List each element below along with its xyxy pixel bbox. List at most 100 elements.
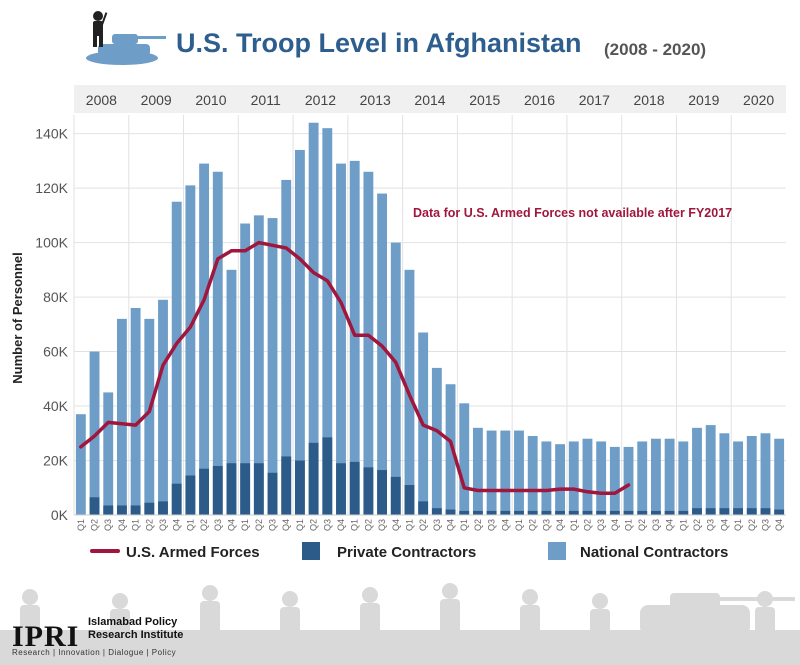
soldier-tank-icon	[86, 11, 166, 65]
national-contractors-bar	[692, 427, 702, 515]
private-contractors-bar	[390, 476, 401, 515]
national-contractors-bar	[445, 384, 456, 515]
footer	[0, 575, 800, 665]
private-contractors-bar	[267, 472, 278, 515]
quarter-label: Q4	[336, 519, 346, 531]
y-tick-label: 100K	[35, 235, 68, 251]
national-contractors-bar	[774, 438, 785, 515]
quarter-label: Q3	[103, 519, 113, 531]
year-band-bg	[74, 85, 786, 113]
private-contractors-bar	[541, 510, 552, 515]
year-label: 2017	[579, 92, 610, 108]
national-contractors-bar	[336, 163, 346, 515]
quarter-label: Q3	[322, 519, 332, 531]
quarter-label: Q4	[774, 519, 784, 531]
national-contractors-bar	[650, 438, 661, 515]
national-contractors-bar	[171, 201, 182, 516]
national-contractors-bar	[130, 307, 141, 515]
private-contractors-bar	[555, 510, 566, 515]
private-contractors-bar	[336, 463, 346, 515]
national-contractors-bar	[431, 367, 442, 515]
quarter-label: Q4	[610, 519, 620, 531]
private-contractors-bar	[226, 463, 237, 515]
national-contractors-bar	[240, 223, 251, 515]
national-contractors-bar	[281, 179, 292, 515]
us-armed-forces-line	[79, 240, 631, 495]
private-contractors-bar	[308, 442, 319, 515]
private-contractors-bar	[596, 510, 607, 515]
private-contractors-bar	[212, 465, 223, 515]
y-tick-label: 140K	[35, 126, 68, 142]
private-contractors-bar	[185, 475, 196, 515]
national-contractors-bar	[582, 438, 593, 515]
quarter-label: Q1	[240, 519, 250, 531]
private-contractors-bar	[746, 508, 757, 515]
troop-level-chart: 2008 2009 2010 2011 2012 2013 2014 2015 2016 2017…	[10, 85, 786, 561]
private-contractors-bar	[281, 456, 292, 515]
private-contractors-bar	[294, 460, 305, 515]
quarter-label: Q4	[665, 519, 675, 531]
private-contractors-bar	[650, 510, 661, 515]
y-tick-label: 120K	[35, 180, 68, 196]
national-contractors-bar	[541, 441, 552, 515]
national-contractors-bar	[609, 446, 620, 515]
national-contractors-bar	[158, 299, 168, 515]
private-contractors-bar	[637, 510, 648, 515]
soldier-silhouette-banner	[0, 583, 800, 665]
national-contractors-bar	[705, 425, 716, 515]
national-contractors-bar	[623, 446, 634, 515]
year-label: 2011	[251, 92, 281, 108]
private-contractors-bar	[568, 510, 579, 515]
legend-label-private: Private Contractors	[337, 544, 476, 561]
y-tick-label: 0K	[51, 507, 69, 523]
national-contractors-bar	[226, 269, 237, 515]
quarter-label: Q2	[582, 519, 592, 531]
private-contractors-bar	[527, 510, 538, 515]
logo-line-2: Research Institute	[88, 629, 184, 641]
line-layer	[79, 240, 631, 495]
national-contractors-bar	[568, 441, 579, 515]
page-title: U.S. Troop Level in Afghanistan	[176, 28, 582, 58]
quarter-label: Q2	[692, 519, 702, 531]
national-contractors-bar	[678, 441, 689, 515]
private-contractors-bar	[171, 483, 182, 515]
y-tick-label: 80K	[43, 289, 69, 305]
private-contractors-bar	[582, 510, 593, 515]
year-label: 2016	[524, 92, 555, 108]
year-header-band: 2008 2009 2010 2011 2012 2013 2014 2015 2016 2017…	[74, 85, 786, 113]
quarter-label: Q3	[706, 519, 716, 531]
logo-tagline: Research | Innovation | Dialogue | Polic…	[12, 648, 177, 657]
quarter-label: Q4	[719, 519, 729, 531]
national-contractors-bar	[294, 149, 305, 515]
year-label: 2015	[469, 92, 500, 108]
private-contractors-bar	[514, 510, 524, 515]
private-contractors-bar	[733, 508, 744, 515]
private-contractors-bar	[130, 505, 141, 515]
legend-swatch-national	[548, 542, 566, 560]
quarter-label: Q1	[459, 519, 469, 531]
private-contractors-bar	[240, 463, 251, 515]
quarter-label: Q1	[350, 519, 360, 531]
national-contractors-bar	[486, 430, 497, 515]
quarter-label: Q3	[377, 519, 387, 531]
national-contractors-bar	[637, 441, 648, 515]
national-contractors-bar	[185, 185, 196, 515]
quarter-label: Q4	[555, 519, 565, 531]
quarter-label: Q1	[569, 519, 579, 531]
quarter-label: Q3	[268, 519, 278, 531]
national-contractors-bar	[267, 218, 278, 515]
logo-line-1: Islamabad Policy	[88, 616, 178, 628]
legend-swatch-private	[302, 542, 320, 560]
quarter-label: Q4	[281, 519, 291, 531]
quarter-label: Q4	[500, 519, 510, 531]
private-contractors-bar	[609, 510, 620, 515]
year-label: 2014	[414, 92, 445, 108]
private-contractors-bar	[774, 509, 785, 515]
private-contractors-bar	[103, 505, 114, 515]
quarter-label: Q1	[624, 519, 634, 531]
private-contractors-bar	[363, 467, 374, 515]
quarter-label: Q1	[678, 519, 688, 531]
quarter-label: Q2	[418, 519, 428, 531]
private-contractors-bar	[760, 508, 771, 515]
quarter-label: Q1	[404, 519, 414, 531]
